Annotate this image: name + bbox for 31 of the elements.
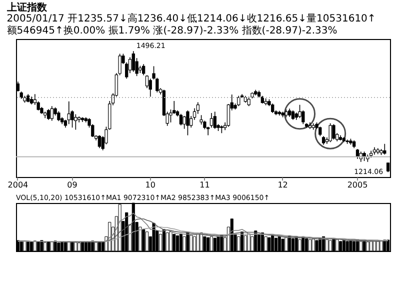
x-tick-label: 11 <box>200 180 210 190</box>
candlestick <box>318 126 322 137</box>
candlestick <box>247 96 250 107</box>
candlestick <box>298 104 302 119</box>
x-tick-label: 12 <box>278 180 288 190</box>
x-tick-label: 09 <box>67 180 78 190</box>
candlestick <box>213 111 216 130</box>
candlestick <box>57 110 60 122</box>
chart-title: 上证指数 <box>6 2 48 14</box>
chart-subtitle: 2005/01/17 开1235.57↓高1236.40↓低1214.06↓收1216.65↓量10531610↑额546945↑换0.00% 振1.79% 涨(-28.97)-2.33% 指数(-28.97)-2.33% <box>6 12 376 36</box>
candlestick <box>148 78 152 98</box>
candlestick <box>291 110 295 120</box>
candlestick <box>332 124 336 140</box>
candlestick <box>210 112 214 128</box>
x-tick-label: 2004 <box>8 180 28 190</box>
candlestick <box>271 103 274 114</box>
candlestick <box>142 64 146 76</box>
candlestick <box>46 108 50 120</box>
candlestick <box>98 134 102 149</box>
candlestick <box>186 110 190 136</box>
candlestick <box>132 50 135 72</box>
candlestick <box>50 106 54 122</box>
candlestick <box>179 113 183 126</box>
candlestick <box>383 143 386 155</box>
candlestick <box>67 100 70 125</box>
x-tick-label: 10 <box>145 180 156 190</box>
x-tick-label: 2005 <box>347 180 368 190</box>
candlestick <box>74 114 78 130</box>
candlestick <box>182 116 186 130</box>
candlestick <box>328 122 332 143</box>
candlestick <box>237 95 240 107</box>
